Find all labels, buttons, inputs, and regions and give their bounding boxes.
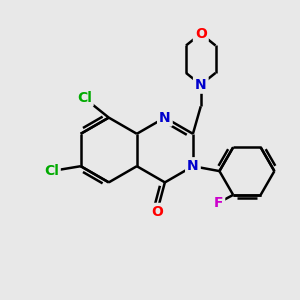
Text: N: N [187, 159, 199, 173]
Text: Cl: Cl [77, 91, 92, 105]
Text: O: O [195, 27, 207, 41]
Text: N: N [159, 111, 171, 124]
Text: N: N [195, 78, 207, 92]
Text: F: F [214, 196, 223, 210]
Text: O: O [151, 205, 163, 219]
Text: Cl: Cl [44, 164, 59, 178]
